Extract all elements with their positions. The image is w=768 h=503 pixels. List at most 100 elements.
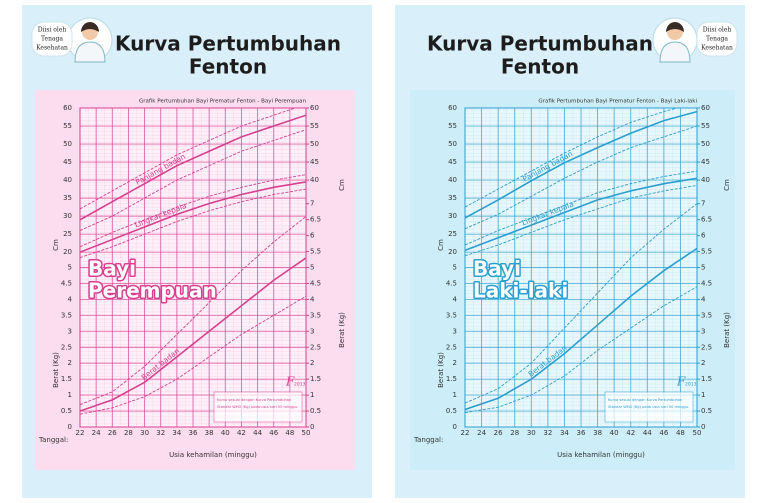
- right-y2-tick-label: 3: [310, 327, 314, 335]
- y-tick-label: 50: [448, 140, 457, 148]
- right-y-tick-label: 50: [310, 140, 319, 148]
- right-y-tick-label: 60: [701, 104, 710, 112]
- right-y2-tick-label: 2.5: [310, 343, 321, 351]
- y-tick-label: 30: [63, 212, 72, 220]
- y-tick-label: 45: [448, 158, 457, 166]
- right-y2-tick-label: 4: [701, 295, 706, 303]
- plot-frame: [464, 107, 698, 428]
- y2-axis-label: Berat (Kg): [723, 312, 731, 348]
- header-note: Diisi oleh: [703, 27, 732, 34]
- y2-tick-label: 4: [68, 295, 73, 303]
- y2-tick-label: 4.5: [446, 279, 457, 287]
- y2-tick-label: 5: [453, 264, 457, 272]
- curve: [80, 257, 306, 412]
- x-tick-label: 24: [477, 429, 486, 437]
- note-text: Kurva sesuai dengan Kurva Pertumbuhan: [217, 398, 291, 402]
- y-tick-label: 35: [448, 194, 457, 202]
- plot-frame: [79, 107, 307, 428]
- date-label: Tanggal:: [38, 436, 68, 444]
- header-title: Fenton: [501, 55, 579, 79]
- note-box: [604, 391, 694, 423]
- note-pill: [696, 21, 738, 57]
- y2-tick-label: 1: [68, 391, 72, 399]
- x-tick-label: 32: [156, 429, 165, 437]
- right-y2-tick-label: 1: [701, 391, 705, 399]
- x-tick-label: 36: [577, 429, 586, 437]
- y-axis-label: Cm: [338, 179, 346, 191]
- x-tick-label: 22: [76, 429, 85, 437]
- x-tick-label: 28: [124, 429, 133, 437]
- curve: [465, 108, 679, 208]
- x-tick-label: 32: [543, 429, 552, 437]
- chart-title: Grafik Pertumbuhan Bayi Prematur Fenton …: [139, 99, 307, 105]
- logo-year: 2013: [294, 382, 306, 388]
- header-note: Kesehatan: [36, 45, 68, 52]
- y2-tick-label: 0.5: [446, 407, 457, 415]
- x-tick-label: 42: [626, 429, 635, 437]
- y2-tick-label: 1.5: [61, 375, 72, 383]
- y-tick-label: 20: [63, 248, 72, 256]
- x-tick-label: 44: [253, 429, 262, 437]
- right-y2-tick-label: 0.5: [310, 407, 321, 415]
- right-y-tick-label: 40: [701, 176, 710, 184]
- curve: [80, 188, 306, 259]
- x-tick-label: 48: [676, 429, 685, 437]
- right-y-tick-label: 45: [701, 158, 710, 166]
- note-pill: [31, 21, 73, 57]
- x-tick-label: 50: [302, 429, 311, 437]
- right-y2-tick-label: 1: [310, 391, 314, 399]
- chart-title: Grafik Pertumbuhan Bayi Prematur Fenton …: [538, 99, 697, 105]
- header-note: Tenaga: [41, 36, 63, 43]
- right-y-tick-label: 50: [701, 140, 710, 148]
- x-tick-label: 48: [285, 429, 294, 437]
- curve: [465, 177, 697, 252]
- right-y2-tick-label: 4: [310, 295, 315, 303]
- y-tick-label: 55: [448, 122, 457, 130]
- x-tick-label: 42: [237, 429, 246, 437]
- curves: [465, 108, 697, 414]
- y2-tick-label: 0: [453, 423, 457, 431]
- y-tick-label: 40: [448, 176, 457, 184]
- x-tick-label: 22: [461, 429, 470, 437]
- y-axis-label: Cm: [437, 239, 445, 251]
- y-tick-label: 35: [63, 194, 72, 202]
- right-y-tick-label: 60: [310, 104, 319, 112]
- y-tick-label: 20: [448, 248, 457, 256]
- x-tick-label: 40: [610, 429, 619, 437]
- right-y2-tick-label: 6: [310, 232, 315, 240]
- y-tick-label: 60: [448, 104, 457, 112]
- y2-tick-label: 2.5: [61, 343, 72, 351]
- note-text: Kurva sesuai dengan Kurva Pertumbuhan: [608, 398, 682, 402]
- curve: [465, 185, 697, 257]
- x-tick-label: 30: [527, 429, 536, 437]
- right-y2-tick-label: 3: [701, 327, 705, 335]
- x-tick-label: 34: [560, 429, 569, 437]
- right-y2-tick-label: 1.5: [701, 375, 712, 383]
- y2-tick-label: 0.5: [61, 407, 72, 415]
- overlay-label: Perempuan: [88, 279, 217, 303]
- x-tick-label: 28: [510, 429, 519, 437]
- note-text: Standar WHO (Kg) pada usia hari 50 mingg…: [217, 405, 298, 409]
- right-y-tick-label: 40: [310, 176, 319, 184]
- y2-tick-label: 1.5: [446, 375, 457, 383]
- right-y2-tick-label: 6.5: [701, 216, 712, 224]
- y2-axis-label: Berat (Kg): [338, 312, 346, 348]
- date-label: Tanggal:: [413, 436, 443, 444]
- curve: [80, 114, 306, 221]
- right-y2-tick-label: 7: [701, 200, 705, 208]
- right-y2-tick-label: 5.5: [310, 248, 321, 256]
- curve: [80, 295, 306, 415]
- y2-axis-label: Berat (Kg): [437, 352, 445, 388]
- y-tick-label: 25: [448, 230, 457, 238]
- x-tick-label: 46: [659, 429, 668, 437]
- y2-tick-label: 4.5: [61, 279, 72, 287]
- curve: [80, 174, 306, 248]
- curve: [80, 108, 297, 210]
- x-axis-label: Usia kehamilan (minggu): [557, 451, 645, 459]
- header-note: Diisi oleh: [38, 27, 67, 34]
- curve: [80, 216, 306, 406]
- y-tick-label: 40: [63, 176, 72, 184]
- right-y2-tick-label: 3.5: [310, 311, 321, 319]
- right-y2-tick-label: 2.5: [701, 343, 712, 351]
